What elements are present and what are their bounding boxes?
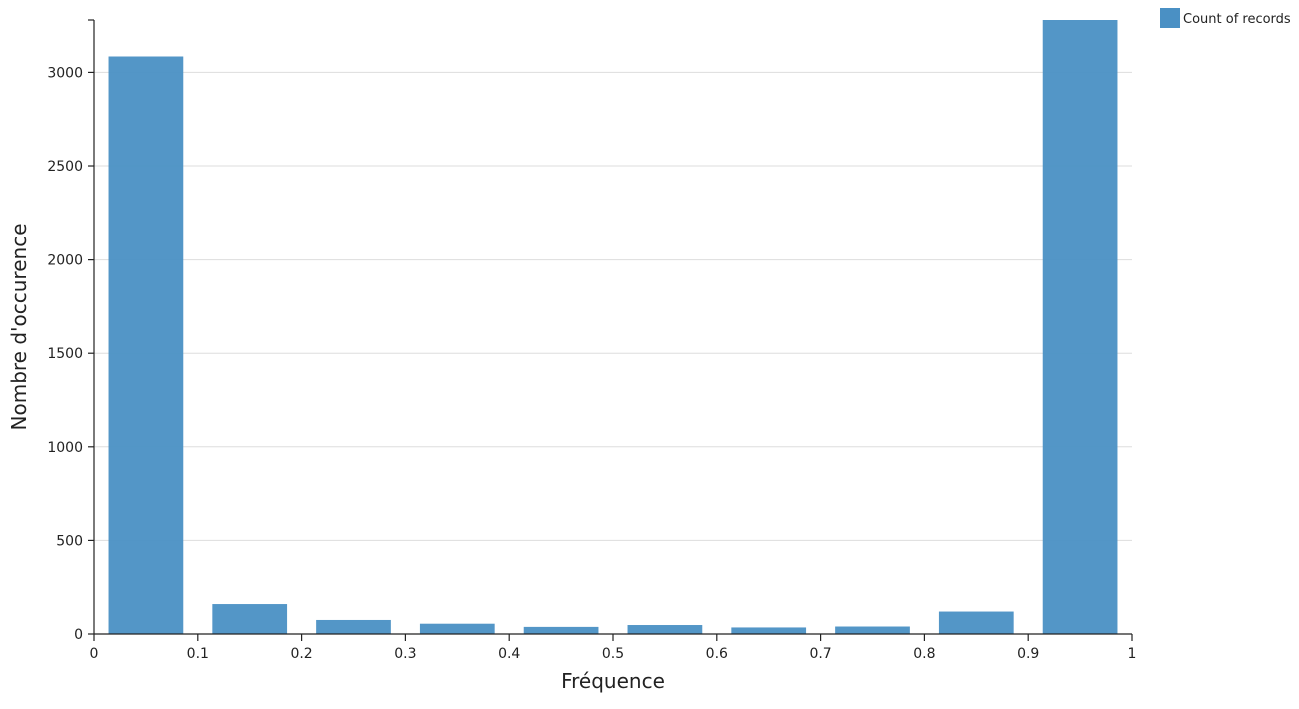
bars [108,20,1118,634]
x-tick-label: 0.3 [394,646,416,662]
x-tick-label: 0.8 [913,646,935,662]
y-tick-label: 500 [56,533,83,549]
bar[interactable] [419,623,495,634]
x-tick-label: 0.2 [290,646,312,662]
x-axis-ticks: 0 0.1 0.2 0.3 0.4 0.5 0.6 0.7 0.8 0.9 1 [90,634,1137,662]
x-tick-label: 0.4 [498,646,520,662]
y-tick-label: 1500 [47,346,83,362]
gridlines [94,71,1132,541]
axes [88,19,1132,635]
x-tick-label: 0.7 [809,646,831,662]
y-axis-ticks: 0 500 1000 1500 2000 2500 3000 [47,65,94,643]
bar[interactable] [523,626,599,634]
x-axis-title: Fréquence [561,669,665,693]
y-tick-label: 2500 [47,159,83,175]
x-tick-label: 0.9 [1017,646,1039,662]
y-tick-label: 2000 [47,253,83,269]
x-tick-label: 0.5 [602,646,624,662]
bar[interactable] [938,611,1014,634]
bar[interactable] [1042,20,1118,634]
bar[interactable] [835,626,910,634]
x-tick-label: 0.1 [187,646,209,662]
x-tick-label: 1 [1128,646,1137,662]
bar[interactable] [316,619,391,634]
y-tick-label: 3000 [47,65,83,81]
x-tick-label: 0 [90,646,99,662]
x-tick-label: 0.6 [706,646,728,662]
legend-label: Count of records [1183,12,1291,27]
bar[interactable] [627,625,703,634]
y-tick-label: 1000 [47,440,83,456]
y-axis-title: Nombre d'occurence [7,224,31,431]
bar[interactable] [108,56,184,634]
bar[interactable] [212,604,288,634]
bar[interactable] [731,627,807,634]
y-tick-label: 0 [74,627,83,643]
legend-swatch [1160,8,1180,28]
legend[interactable]: Count of records [1160,8,1291,28]
